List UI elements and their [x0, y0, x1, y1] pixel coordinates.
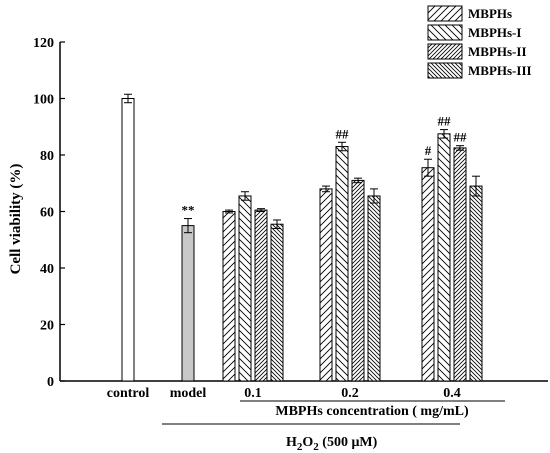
bar: [238, 195, 252, 382]
bar: [335, 146, 349, 382]
category-label: 0.1: [244, 386, 262, 401]
significance-label: ##: [454, 130, 468, 145]
bar: [121, 98, 135, 382]
bar: [421, 167, 435, 382]
y-tick-label: 40: [40, 262, 54, 277]
significance-label: #: [425, 143, 432, 158]
y-tick-label: 20: [40, 319, 54, 334]
bar: [453, 147, 467, 382]
treatment-o: O: [302, 435, 313, 450]
category-label: 0.2: [341, 386, 359, 401]
y-tick-label: 0: [47, 375, 54, 390]
y-tick-label: 60: [40, 206, 54, 221]
legend-swatch: [427, 5, 463, 22]
bar: [469, 185, 483, 382]
legend-swatch: [427, 43, 463, 60]
legend-label: MBPHs-III: [468, 63, 532, 78]
y-tick-label: 100: [33, 93, 54, 108]
y-tick-label: 120: [33, 36, 54, 51]
bar: [367, 195, 381, 382]
significance-label: **: [182, 203, 195, 218]
chart-legend: MBPHs MBPHs-I MBPHs-II MBPHs-III: [427, 5, 532, 79]
significance-label: ##: [438, 114, 452, 129]
bar: [254, 209, 268, 382]
bar: [222, 211, 236, 382]
treatment-h: H: [286, 435, 297, 450]
chart-bars: [121, 93, 483, 382]
treatment-subtitle: H2O2 (500 μM): [286, 435, 378, 453]
bar: [319, 188, 333, 382]
y-axis-label: Cell viability (%): [8, 164, 24, 275]
bar: [270, 223, 284, 382]
category-label: 0.4: [443, 386, 461, 401]
legend-label: MBPHs-I: [468, 25, 521, 40]
significance-label: ##: [336, 126, 350, 141]
treatment-sub-1: 2: [297, 441, 303, 453]
legend-swatch: [427, 24, 463, 41]
category-label: control: [107, 386, 150, 401]
bar: [181, 225, 195, 382]
y-tick-label: 80: [40, 149, 54, 164]
legend-label: MBPHs: [468, 6, 512, 21]
treatment-sub-2: 2: [313, 441, 319, 453]
category-label: model: [170, 386, 207, 401]
legend-label: MBPHs-II: [468, 44, 527, 59]
chart-axes: [59, 41, 548, 382]
legend-swatch: [427, 62, 463, 79]
bar: [351, 179, 365, 382]
concentration-subtitle: MBPHs concentration ( mg/mL): [275, 404, 469, 419]
treatment-tail: (500 μM): [319, 435, 378, 450]
bar: [437, 133, 451, 382]
